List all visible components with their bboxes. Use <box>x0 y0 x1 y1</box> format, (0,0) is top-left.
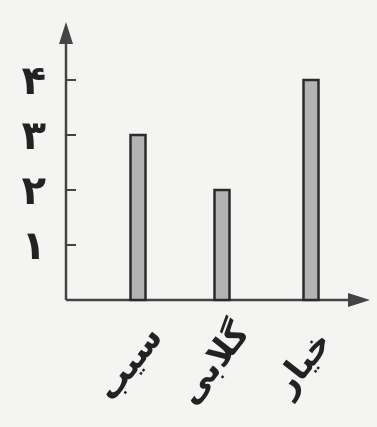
category-label-1: سیب <box>88 318 171 408</box>
bar-1 <box>129 133 147 302</box>
y-ticks: ۱ ۲ ۳ ۴ <box>22 58 76 269</box>
bars <box>129 78 320 302</box>
category-label-3: خیار <box>264 323 340 405</box>
bar-2 <box>213 188 231 302</box>
y-tick-label-2: ۲ <box>22 168 46 214</box>
y-axis-arrow-icon <box>59 22 73 44</box>
x-axis-arrow-icon <box>348 293 370 307</box>
y-tick-label-3: ۳ <box>22 113 46 159</box>
y-tick-label-1: ۱ <box>22 223 46 269</box>
y-tick-label-4: ۴ <box>22 58 46 104</box>
category-label-2: گلابی <box>169 314 258 412</box>
bar-3 <box>302 78 320 302</box>
axes <box>59 22 370 307</box>
